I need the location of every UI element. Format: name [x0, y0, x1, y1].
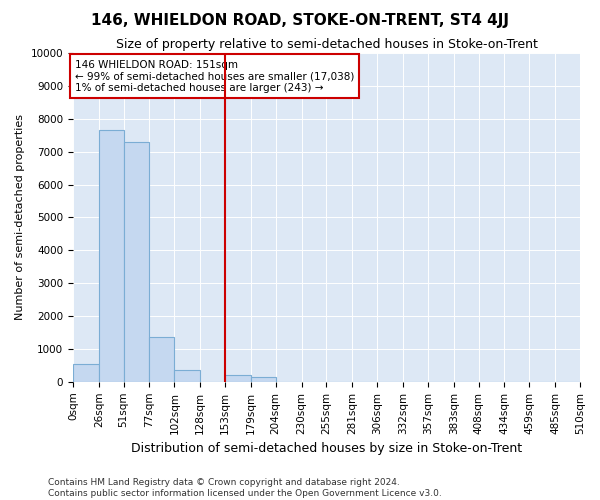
Bar [251, 377, 276, 382]
Text: Contains HM Land Registry data © Crown copyright and database right 2024.
Contai: Contains HM Land Registry data © Crown c… [48, 478, 442, 498]
X-axis label: Distribution of semi-detached houses by size in Stoke-on-Trent: Distribution of semi-detached houses by … [131, 442, 522, 455]
Bar [124, 142, 149, 382]
Y-axis label: Number of semi-detached properties: Number of semi-detached properties [15, 114, 25, 320]
Text: 146, WHIELDON ROAD, STOKE-ON-TRENT, ST4 4JJ: 146, WHIELDON ROAD, STOKE-ON-TRENT, ST4 … [91, 12, 509, 28]
Bar [225, 375, 251, 382]
Title: Size of property relative to semi-detached houses in Stoke-on-Trent: Size of property relative to semi-detach… [116, 38, 538, 51]
Text: 146 WHIELDON ROAD: 151sqm
← 99% of semi-detached houses are smaller (17,038)
1% : 146 WHIELDON ROAD: 151sqm ← 99% of semi-… [75, 60, 354, 93]
Bar [175, 370, 200, 382]
Bar [149, 338, 175, 382]
Bar [99, 130, 124, 382]
Bar [73, 364, 99, 382]
